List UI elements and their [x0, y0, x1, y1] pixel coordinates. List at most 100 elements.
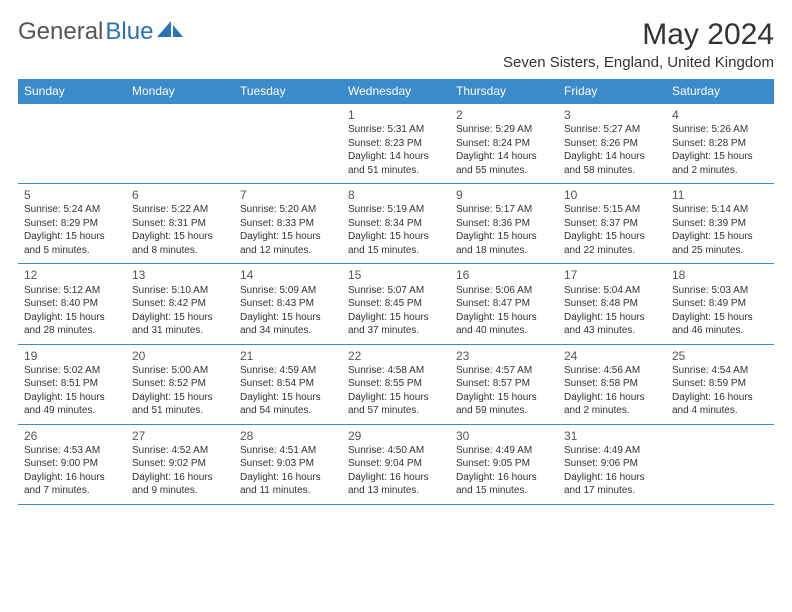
- day-number: 19: [24, 348, 120, 364]
- day-info-line: Daylight: 15 hours: [672, 230, 768, 244]
- day-number: 17: [564, 267, 660, 283]
- day-cell: 19Sunrise: 5:02 AMSunset: 8:51 PMDayligh…: [18, 345, 126, 425]
- day-info-line: Daylight: 15 hours: [672, 311, 768, 325]
- day-cell: 10Sunrise: 5:15 AMSunset: 8:37 PMDayligh…: [558, 184, 666, 264]
- day-info-line: Sunset: 8:45 PM: [348, 297, 444, 311]
- day-info-line: and 8 minutes.: [132, 244, 228, 258]
- day-info-line: Sunrise: 5:03 AM: [672, 284, 768, 298]
- day-cell: 28Sunrise: 4:51 AMSunset: 9:03 PMDayligh…: [234, 425, 342, 505]
- day-cell: 8Sunrise: 5:19 AMSunset: 8:34 PMDaylight…: [342, 184, 450, 264]
- day-number: 31: [564, 428, 660, 444]
- day-header: Monday: [126, 79, 234, 104]
- day-info-line: Daylight: 16 hours: [348, 471, 444, 485]
- day-cell: 12Sunrise: 5:12 AMSunset: 8:40 PMDayligh…: [18, 264, 126, 344]
- day-info-line: and 7 minutes.: [24, 484, 120, 498]
- day-info-line: Sunrise: 5:17 AM: [456, 203, 552, 217]
- day-cell: [234, 104, 342, 184]
- day-info-line: and 5 minutes.: [24, 244, 120, 258]
- day-info-line: Sunrise: 5:31 AM: [348, 123, 444, 137]
- day-info-line: Sunset: 8:31 PM: [132, 217, 228, 231]
- day-cell: 29Sunrise: 4:50 AMSunset: 9:04 PMDayligh…: [342, 425, 450, 505]
- brand-part2: Blue: [105, 18, 153, 46]
- day-info-line: and 25 minutes.: [672, 244, 768, 258]
- day-info-line: Sunrise: 5:10 AM: [132, 284, 228, 298]
- day-cell: 30Sunrise: 4:49 AMSunset: 9:05 PMDayligh…: [450, 425, 558, 505]
- day-info-line: Daylight: 15 hours: [456, 230, 552, 244]
- day-cell: 23Sunrise: 4:57 AMSunset: 8:57 PMDayligh…: [450, 345, 558, 425]
- day-number: 12: [24, 267, 120, 283]
- day-number: 28: [240, 428, 336, 444]
- day-info-line: Sunset: 8:54 PM: [240, 377, 336, 391]
- day-number: 10: [564, 187, 660, 203]
- day-info-line: Sunset: 8:24 PM: [456, 137, 552, 151]
- day-info-line: Daylight: 15 hours: [24, 230, 120, 244]
- day-info-line: and 15 minutes.: [348, 244, 444, 258]
- day-info-line: Sunset: 8:40 PM: [24, 297, 120, 311]
- day-number: 29: [348, 428, 444, 444]
- day-info-line: Sunrise: 5:24 AM: [24, 203, 120, 217]
- calendar-body: 1Sunrise: 5:31 AMSunset: 8:23 PMDaylight…: [18, 104, 774, 505]
- day-info-line: Sunrise: 4:49 AM: [564, 444, 660, 458]
- day-info-line: and 12 minutes.: [240, 244, 336, 258]
- day-info-line: and 4 minutes.: [672, 404, 768, 418]
- day-info-line: and 31 minutes.: [132, 324, 228, 338]
- day-info-line: Daylight: 15 hours: [132, 391, 228, 405]
- day-info-line: Sunset: 8:48 PM: [564, 297, 660, 311]
- day-info-line: and 18 minutes.: [456, 244, 552, 258]
- day-info-line: Sunrise: 5:20 AM: [240, 203, 336, 217]
- day-cell: 14Sunrise: 5:09 AMSunset: 8:43 PMDayligh…: [234, 264, 342, 344]
- day-info-line: Sunset: 8:34 PM: [348, 217, 444, 231]
- day-info-line: Sunrise: 5:22 AM: [132, 203, 228, 217]
- day-info-line: Sunset: 9:05 PM: [456, 457, 552, 471]
- day-header: Friday: [558, 79, 666, 104]
- day-info-line: Daylight: 16 hours: [564, 391, 660, 405]
- day-info-line: Sunset: 9:04 PM: [348, 457, 444, 471]
- day-info-line: Daylight: 14 hours: [348, 150, 444, 164]
- day-info-line: Sunset: 8:33 PM: [240, 217, 336, 231]
- day-number: 16: [456, 267, 552, 283]
- day-info-line: and 22 minutes.: [564, 244, 660, 258]
- day-cell: 22Sunrise: 4:58 AMSunset: 8:55 PMDayligh…: [342, 345, 450, 425]
- week-separator: [18, 504, 774, 505]
- day-info-line: Sunrise: 5:00 AM: [132, 364, 228, 378]
- day-cell: 25Sunrise: 4:54 AMSunset: 8:59 PMDayligh…: [666, 345, 774, 425]
- day-info-line: and 9 minutes.: [132, 484, 228, 498]
- day-info-line: Sunrise: 4:52 AM: [132, 444, 228, 458]
- day-info-line: Daylight: 16 hours: [24, 471, 120, 485]
- day-cell: 9Sunrise: 5:17 AMSunset: 8:36 PMDaylight…: [450, 184, 558, 264]
- day-header: Thursday: [450, 79, 558, 104]
- day-info-line: and 2 minutes.: [564, 404, 660, 418]
- day-number: 22: [348, 348, 444, 364]
- location-label: Seven Sisters, England, United Kingdom: [503, 54, 774, 71]
- day-info-line: Daylight: 15 hours: [348, 230, 444, 244]
- day-number: 23: [456, 348, 552, 364]
- day-info-line: Sunset: 8:29 PM: [24, 217, 120, 231]
- day-number: 1: [348, 107, 444, 123]
- day-number: 7: [240, 187, 336, 203]
- day-header: Wednesday: [342, 79, 450, 104]
- day-number: 15: [348, 267, 444, 283]
- day-info-line: and 59 minutes.: [456, 404, 552, 418]
- day-info-line: Sunset: 8:59 PM: [672, 377, 768, 391]
- day-info-line: Sunrise: 5:02 AM: [24, 364, 120, 378]
- day-number: 24: [564, 348, 660, 364]
- day-cell: 20Sunrise: 5:00 AMSunset: 8:52 PMDayligh…: [126, 345, 234, 425]
- day-info-line: Sunset: 8:37 PM: [564, 217, 660, 231]
- day-number: 9: [456, 187, 552, 203]
- day-info-line: Sunrise: 5:07 AM: [348, 284, 444, 298]
- day-info-line: and 46 minutes.: [672, 324, 768, 338]
- day-header: Sunday: [18, 79, 126, 104]
- week-row: 1Sunrise: 5:31 AMSunset: 8:23 PMDaylight…: [18, 104, 774, 184]
- day-info-line: Daylight: 15 hours: [348, 391, 444, 405]
- day-info-line: Daylight: 15 hours: [456, 391, 552, 405]
- day-cell: 2Sunrise: 5:29 AMSunset: 8:24 PMDaylight…: [450, 104, 558, 184]
- day-info-line: and 57 minutes.: [348, 404, 444, 418]
- day-cell: 11Sunrise: 5:14 AMSunset: 8:39 PMDayligh…: [666, 184, 774, 264]
- day-info-line: and 17 minutes.: [564, 484, 660, 498]
- brand-part1: General: [18, 18, 103, 46]
- sail-icon: [157, 18, 183, 46]
- day-number: 21: [240, 348, 336, 364]
- day-cell: 7Sunrise: 5:20 AMSunset: 8:33 PMDaylight…: [234, 184, 342, 264]
- day-info-line: Sunrise: 5:19 AM: [348, 203, 444, 217]
- day-info-line: and 51 minutes.: [132, 404, 228, 418]
